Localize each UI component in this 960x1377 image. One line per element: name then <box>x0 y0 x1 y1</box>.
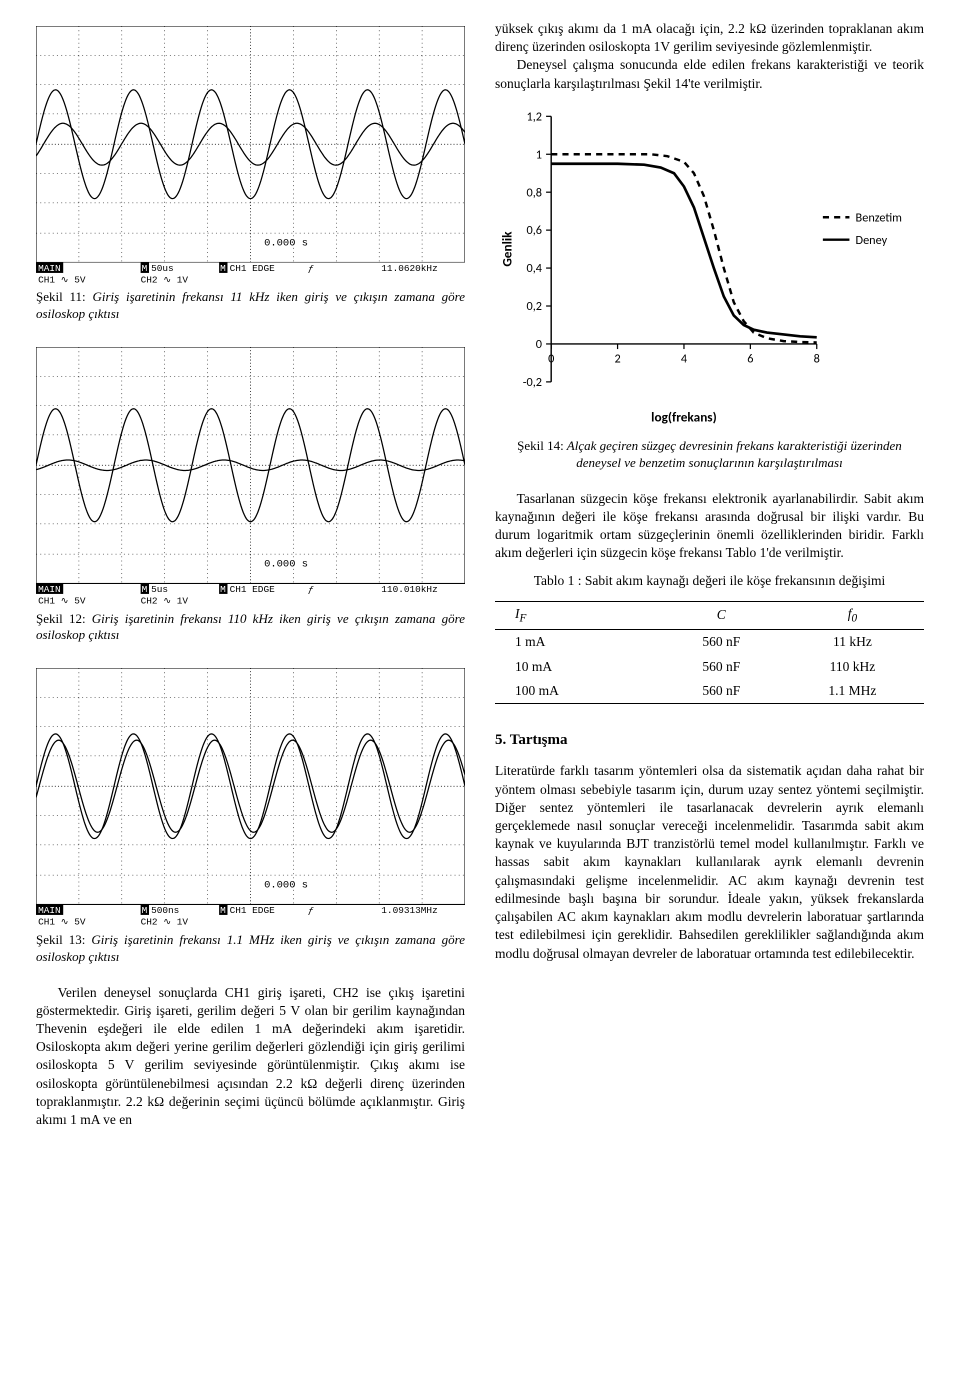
table-row: 100 mA560 nF1.1 MHz <box>495 679 924 704</box>
oscilloscope-fig-11: 0.000 s . MAIN M 50us M CH1 EDGE ƒ 11.06… <box>36 26 465 283</box>
svg-text:CH1 EDGE: CH1 EDGE <box>230 584 276 595</box>
svg-text:0.000 s: 0.000 s <box>264 238 308 250</box>
right-column: yüksek çıkış akımı da 1 mA olacağı için,… <box>495 20 924 1129</box>
svg-text:110.010kHz: 110.010kHz <box>381 584 437 595</box>
svg-text:0,8: 0,8 <box>527 185 542 200</box>
frequency-response-chart: -0,2 0 0,2 0,4 0,6 0,8 1 1,2 0 2 4 6 8 log(frekans) Ge… <box>495 101 924 428</box>
svg-text:2: 2 <box>614 351 620 366</box>
table-cell: 1 mA <box>495 630 662 655</box>
svg-text:0,4: 0,4 <box>527 261 542 276</box>
table1-col-header: IF <box>495 601 662 630</box>
section-5-heading: 5. Tartışma <box>495 730 924 750</box>
svg-text:50us: 50us <box>151 263 174 274</box>
fig11-caption: Şekil 11: Giriş işaretinin frekansı 11 k… <box>36 289 465 323</box>
table1: IFCf0 1 mA560 nF11 kHz10 mA560 nF110 kHz… <box>495 601 924 705</box>
right-mid-para: Tasarlanan süzgecin köşe frekansı elektr… <box>495 490 924 563</box>
svg-text:log(frekans): log(frekans) <box>651 409 717 426</box>
svg-text:0.000 s: 0.000 s <box>264 880 308 892</box>
svg-text:1,2: 1,2 <box>527 109 542 124</box>
discussion-para: Literatürde farklı tasarım yöntemleri ol… <box>495 762 924 962</box>
oscilloscope-fig-12: 0.000 s MAIN M 5us M CH1 EDGE ƒ 110.010k… <box>36 347 465 604</box>
svg-text:M: M <box>220 905 226 916</box>
left-column: 0.000 s . MAIN M 50us M CH1 EDGE ƒ 11.06… <box>36 20 465 1129</box>
fig14-caption: Şekil 14: Alçak geçiren süzgeç devresini… <box>495 438 924 472</box>
svg-text:0: 0 <box>536 337 542 352</box>
table1-col-header: f0 <box>781 601 924 630</box>
table-cell: 1.1 MHz <box>781 679 924 704</box>
svg-text:M: M <box>220 584 226 595</box>
right-top-para1: yüksek çıkış akımı da 1 mA olacağı için,… <box>495 20 924 56</box>
svg-text:MAIN: MAIN <box>38 584 61 595</box>
svg-text:8: 8 <box>814 351 820 366</box>
svg-text:0.000 s: 0.000 s <box>264 559 308 571</box>
svg-text:ƒ: ƒ <box>308 584 314 595</box>
table-cell: 110 kHz <box>781 655 924 679</box>
right-top-para2: Deneysel çalışma sonucunda elde edilen f… <box>495 56 924 92</box>
svg-text:CH1 ∿ 5V: CH1 ∿ 5V <box>38 596 86 605</box>
table1-title: Tablo 1 : Sabit akım kaynağı değeri ile … <box>495 572 924 590</box>
svg-text:CH1 EDGE: CH1 EDGE <box>230 905 276 916</box>
svg-text:-0,2: -0,2 <box>523 375 542 390</box>
table1-col-header: C <box>662 601 781 630</box>
fig12-caption: Şekil 12: Giriş işaretinin frekansı 110 … <box>36 611 465 645</box>
svg-text:CH1 ∿ 5V: CH1 ∿ 5V <box>38 917 86 926</box>
svg-text:ƒ: ƒ <box>308 905 314 916</box>
table-cell: 100 mA <box>495 679 662 704</box>
table-cell: 11 kHz <box>781 630 924 655</box>
svg-text:0,2: 0,2 <box>527 299 542 314</box>
svg-text:M: M <box>142 905 148 916</box>
svg-text:Deney: Deney <box>856 233 888 248</box>
svg-text:ƒ: ƒ <box>308 263 314 274</box>
svg-text:6: 6 <box>747 351 753 366</box>
svg-text:M: M <box>220 263 226 274</box>
svg-text:MAIN: MAIN <box>38 905 61 916</box>
table-cell: 560 nF <box>662 630 781 655</box>
svg-text:CH2 ∿ 1V: CH2 ∿ 1V <box>141 917 189 926</box>
svg-text:1.09313MHz: 1.09313MHz <box>381 905 437 916</box>
table-cell: 560 nF <box>662 679 781 704</box>
svg-text:4: 4 <box>681 351 687 366</box>
svg-text:CH1 ∿ 5V: CH1 ∿ 5V <box>38 274 86 283</box>
table-cell: 560 nF <box>662 655 781 679</box>
svg-text:0,6: 0,6 <box>527 223 542 238</box>
table-row: 10 mA560 nF110 kHz <box>495 655 924 679</box>
svg-text:M: M <box>142 584 148 595</box>
svg-text:Genlik: Genlik <box>498 231 515 267</box>
oscilloscope-fig-13: 0.000 s MAIN M 500ns M CH1 EDGE ƒ 1.0931… <box>36 668 465 925</box>
svg-text:CH2 ∿ 1V: CH2 ∿ 1V <box>141 596 189 605</box>
svg-text:Benzetim: Benzetim <box>856 210 902 225</box>
table-row: 1 mA560 nF11 kHz <box>495 630 924 655</box>
svg-text:1: 1 <box>536 147 542 162</box>
table-cell: 10 mA <box>495 655 662 679</box>
svg-text:5us: 5us <box>151 584 168 595</box>
svg-text:11.0620kHz: 11.0620kHz <box>381 263 437 274</box>
left-bottom-paragraph: Verilen deneysel sonuçlarda CH1 giriş iş… <box>36 984 465 1130</box>
svg-text:MAIN: MAIN <box>38 263 61 274</box>
svg-text:CH1 EDGE: CH1 EDGE <box>230 263 276 274</box>
svg-text:M: M <box>142 263 148 274</box>
svg-text:500ns: 500ns <box>151 905 179 916</box>
svg-text:0: 0 <box>548 351 554 366</box>
fig13-caption: Şekil 13: Giriş işaretinin frekansı 1.1 … <box>36 932 465 966</box>
svg-text:CH2 ∿ 1V: CH2 ∿ 1V <box>141 274 189 283</box>
